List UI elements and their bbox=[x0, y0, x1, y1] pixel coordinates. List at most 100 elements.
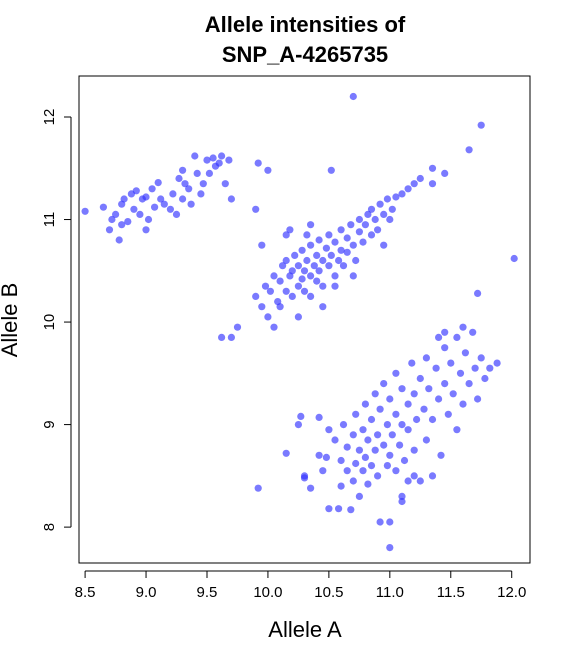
x-tick-label: 9.5 bbox=[197, 584, 218, 601]
data-point bbox=[364, 210, 372, 218]
data-point bbox=[181, 180, 189, 188]
data-point bbox=[294, 262, 302, 270]
data-point bbox=[376, 518, 384, 526]
data-point bbox=[185, 185, 193, 193]
data-point bbox=[486, 364, 494, 372]
data-point bbox=[225, 156, 233, 164]
data-point bbox=[444, 410, 452, 418]
data-point bbox=[435, 333, 443, 341]
data-point bbox=[337, 456, 345, 465]
data-point bbox=[315, 413, 323, 421]
data-point bbox=[254, 484, 262, 492]
data-point bbox=[197, 190, 205, 198]
data-point bbox=[132, 187, 140, 195]
data-point bbox=[352, 256, 360, 265]
data-point bbox=[343, 248, 351, 256]
data-point bbox=[120, 195, 128, 203]
data-point bbox=[404, 426, 412, 434]
data-point bbox=[374, 472, 382, 480]
data-point bbox=[282, 256, 290, 265]
data-point bbox=[493, 359, 501, 367]
data-point bbox=[169, 190, 177, 198]
data-point bbox=[361, 221, 369, 229]
data-point bbox=[380, 210, 388, 218]
data-point bbox=[252, 292, 260, 300]
data-point bbox=[337, 226, 345, 234]
data-point bbox=[264, 166, 272, 174]
data-point bbox=[227, 195, 235, 203]
data-point bbox=[331, 272, 339, 280]
data-point bbox=[392, 410, 400, 418]
data-point bbox=[416, 477, 424, 485]
data-point bbox=[264, 313, 272, 321]
data-point bbox=[319, 467, 327, 475]
data-point bbox=[510, 254, 518, 263]
data-point bbox=[298, 246, 306, 254]
data-point bbox=[477, 354, 485, 362]
data-point bbox=[410, 180, 418, 188]
chart-title-line-1: Allele intensities of bbox=[205, 12, 406, 37]
data-point bbox=[81, 207, 89, 215]
data-point bbox=[315, 236, 323, 244]
data-point bbox=[459, 323, 467, 331]
data-point bbox=[400, 456, 409, 465]
data-point bbox=[447, 359, 455, 367]
data-point bbox=[404, 400, 412, 408]
data-point bbox=[392, 369, 400, 377]
y-tick-label: 12 bbox=[41, 109, 58, 126]
data-point bbox=[310, 262, 318, 270]
data-point bbox=[371, 215, 379, 224]
data-point bbox=[355, 215, 363, 224]
data-point bbox=[297, 412, 305, 420]
data-point bbox=[112, 210, 120, 218]
data-point bbox=[398, 190, 406, 198]
data-point bbox=[367, 415, 376, 424]
data-point bbox=[322, 244, 330, 252]
data-point bbox=[422, 354, 430, 362]
x-tick-label: 9.0 bbox=[136, 584, 157, 601]
data-point bbox=[199, 180, 207, 188]
data-point bbox=[339, 262, 348, 270]
data-point bbox=[254, 159, 262, 167]
data-point bbox=[337, 246, 345, 254]
data-point bbox=[404, 185, 412, 193]
data-point bbox=[331, 436, 339, 444]
data-point bbox=[303, 231, 311, 239]
data-point bbox=[359, 426, 367, 434]
data-point bbox=[425, 385, 433, 393]
data-point bbox=[218, 152, 226, 160]
data-point bbox=[136, 210, 144, 218]
x-tick-label: 10.5 bbox=[314, 584, 343, 601]
data-point bbox=[364, 480, 372, 488]
data-point bbox=[157, 195, 165, 203]
data-point bbox=[187, 200, 195, 208]
data-point bbox=[166, 205, 174, 213]
data-point bbox=[130, 205, 138, 213]
data-point bbox=[282, 231, 290, 239]
data-point bbox=[108, 215, 116, 224]
data-point bbox=[215, 159, 223, 167]
data-point bbox=[291, 251, 299, 259]
data-point bbox=[227, 333, 235, 341]
data-point bbox=[352, 410, 360, 418]
data-point bbox=[270, 272, 278, 280]
data-point bbox=[307, 272, 315, 280]
data-point bbox=[410, 390, 418, 398]
data-point bbox=[367, 462, 376, 470]
data-point bbox=[209, 154, 217, 162]
data-point bbox=[361, 400, 369, 408]
data-point bbox=[367, 205, 376, 213]
data-point bbox=[408, 359, 416, 367]
data-point bbox=[376, 405, 384, 413]
data-point bbox=[416, 374, 424, 383]
data-point bbox=[349, 92, 357, 101]
data-point bbox=[471, 364, 479, 372]
data-point bbox=[258, 241, 266, 249]
data-point bbox=[154, 179, 162, 187]
data-point bbox=[325, 262, 333, 270]
y-axis-label: Allele B bbox=[0, 283, 22, 358]
data-point bbox=[449, 390, 457, 398]
data-point bbox=[325, 505, 333, 513]
data-point bbox=[420, 405, 428, 413]
